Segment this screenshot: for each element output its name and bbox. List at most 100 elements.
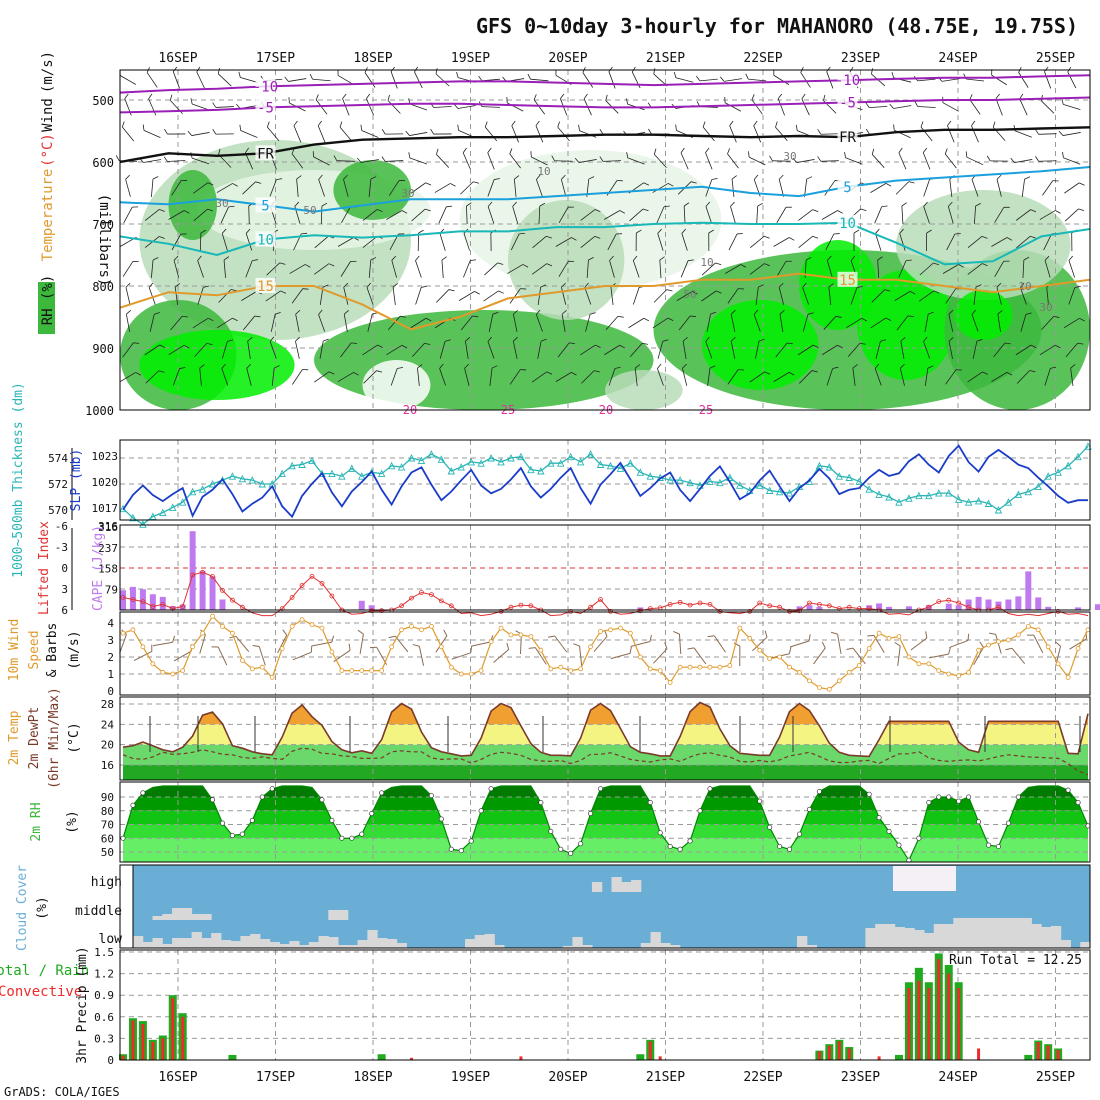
wind-barb-flag xyxy=(536,309,541,315)
wind-barb-flag xyxy=(899,363,905,369)
thickness-point xyxy=(348,464,356,472)
wind-barb xyxy=(392,283,398,305)
date-top-4: 20SEP xyxy=(548,51,587,66)
wind-barb-shaft xyxy=(798,209,814,221)
wind10m-barb-shaft xyxy=(519,633,522,655)
wind-barb-shaft xyxy=(289,264,306,274)
wind-barb-shaft xyxy=(917,106,936,108)
wind-barb-shaft xyxy=(192,317,209,329)
wind-barb xyxy=(171,180,188,196)
thickness-point xyxy=(596,460,605,468)
wind-barb xyxy=(295,336,300,359)
wind-barb-flag xyxy=(688,259,694,262)
wind-barb xyxy=(193,182,214,194)
slp-line xyxy=(122,444,1088,519)
wind-barb-shaft xyxy=(343,314,348,332)
wind-barb-shaft xyxy=(748,78,767,82)
wind-barb xyxy=(122,342,140,358)
wind-barb-flag xyxy=(540,284,547,288)
wind10m-barb-shaft xyxy=(897,646,901,666)
wind-barb-flag xyxy=(132,206,139,208)
wind-barb xyxy=(657,339,669,359)
wind10m-barb-shaft xyxy=(653,648,668,664)
cloud-low-bar xyxy=(279,944,290,948)
wind-barb-flag xyxy=(436,148,439,155)
wind-barb-flag xyxy=(653,68,656,75)
wind-barb xyxy=(920,121,933,142)
precip-ylabel-2: 3hr Precip (mm) xyxy=(75,946,90,1063)
wind-barb-shaft xyxy=(798,235,813,249)
temperature-contour-label--10-1: -10 xyxy=(835,73,860,89)
wind-barb-shaft xyxy=(361,159,379,163)
wind-barb-shaft xyxy=(484,126,498,142)
temperature-contour-label--5-1: -5 xyxy=(839,95,856,111)
rh2m-point xyxy=(995,843,1002,850)
wind-barb-shaft xyxy=(341,206,351,224)
wind-barb-shaft xyxy=(174,287,179,305)
cloud-low-bar xyxy=(865,928,876,948)
pressure-tick-1000: 1000 xyxy=(85,404,114,418)
wind10m-point xyxy=(140,644,146,650)
wind-barb xyxy=(533,94,546,115)
cape-tick-316: 316 xyxy=(98,521,118,534)
wind-barb xyxy=(1015,209,1037,221)
wind-barb-shaft xyxy=(846,317,862,329)
lifted-index-point xyxy=(399,603,404,609)
wind-barb-shaft xyxy=(270,314,276,332)
wind-barb-shaft xyxy=(705,341,713,359)
wind-barb-shaft xyxy=(944,153,957,169)
wind-barb xyxy=(535,120,544,143)
wind-barb-shaft xyxy=(434,183,451,193)
wind-barb-flag xyxy=(135,372,142,376)
wind-barb-shaft xyxy=(457,105,476,109)
wind10m-barb xyxy=(357,629,364,654)
wind-barb-shaft xyxy=(538,205,541,225)
wind10m-point xyxy=(220,624,225,629)
lifted-index-point xyxy=(777,604,782,610)
wind-barb-shaft xyxy=(609,260,615,278)
wind-barb-shaft xyxy=(172,71,180,89)
rh2m-point xyxy=(966,794,972,800)
wind-barb-flag xyxy=(632,255,638,261)
wind-barb-flag xyxy=(995,93,1000,99)
lifted-index-point xyxy=(966,604,972,610)
wind-barb-flag xyxy=(975,284,982,288)
lifted-index-point xyxy=(369,608,375,614)
wind-barb-shaft xyxy=(197,260,204,278)
cloud-high-bar xyxy=(591,882,603,892)
wind10m-point xyxy=(876,630,882,636)
wind-barb xyxy=(1041,315,1060,330)
wind-barb xyxy=(725,264,747,274)
wind-barb-flag xyxy=(724,96,726,103)
contour-label-bg xyxy=(837,271,858,287)
wind10m-point xyxy=(816,685,822,690)
rh2m-tick-80: 80 xyxy=(101,805,114,818)
wind-barb-shaft xyxy=(265,290,281,302)
wind-barb-flag xyxy=(154,312,160,315)
wind-barb-flag xyxy=(958,264,964,268)
temperature-contour-label-15-0: 15 xyxy=(257,279,274,295)
wind-barb-flag xyxy=(786,260,792,262)
wind-barb-shaft xyxy=(220,206,229,224)
thickness-point xyxy=(915,491,923,500)
cape-bar xyxy=(358,600,365,610)
wind-barb xyxy=(557,342,575,358)
wind-barb-flag xyxy=(730,336,736,342)
wind-barb xyxy=(652,317,674,329)
wind-barb xyxy=(926,229,932,252)
wind10m-point xyxy=(936,668,942,673)
wind-barb xyxy=(333,155,355,162)
date-top-7: 23SEP xyxy=(841,51,880,66)
wind10m-barb-flag xyxy=(252,644,260,647)
wind-barb xyxy=(708,229,714,252)
precip-total-bar xyxy=(894,1054,903,1060)
wind-barb xyxy=(436,289,455,303)
wind-barb xyxy=(1010,157,1033,163)
wind-barb-flag xyxy=(148,93,153,99)
wind-barb-flag xyxy=(692,291,698,295)
thickness-point xyxy=(994,505,1003,514)
wind-barb-flag xyxy=(381,128,386,135)
wind-barb-shaft xyxy=(1015,209,1031,221)
pressure-axis-label: (millibars) xyxy=(96,194,112,287)
rh-legend-swatch xyxy=(38,282,55,334)
